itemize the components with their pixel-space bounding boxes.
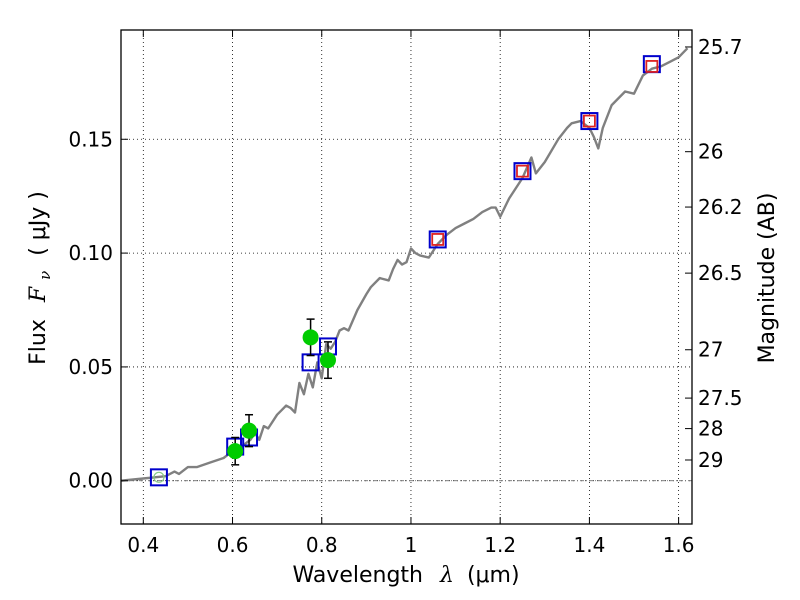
y-tick-label: 0.05 [68, 355, 113, 379]
y-axis-label: Flux F ν ( μJy ) [26, 191, 56, 365]
mag-tick-label: 28 [698, 417, 723, 441]
x-tick-label: 1 [405, 533, 418, 557]
model-square-point [513, 162, 532, 181]
observed-optical-point [302, 329, 319, 346]
plot-frame [120, 29, 693, 525]
mag-tick-label: 29 [698, 448, 723, 472]
x-tick-label: 0.8 [306, 533, 338, 557]
x-tick-label: 1.4 [573, 533, 605, 557]
observed-optical-point [227, 443, 244, 460]
observed-nir-point [516, 164, 529, 178]
y-tick-label: 0.10 [68, 241, 113, 265]
observed-optical-point [319, 352, 336, 369]
mag-tick-label: 26 [698, 140, 723, 164]
ticks: 0.4 0.6 0.8 1 1.2 1.4 1.6 0.00 0.05 0.10 0.15 25.7 2… [68, 30, 743, 557]
x-tick-label: 0.4 [127, 533, 159, 557]
x-tick-label: 1.6 [663, 533, 695, 557]
x-tick-label: 0.6 [217, 533, 249, 557]
faint-point [153, 471, 165, 483]
mag-tick-label: 27 [698, 338, 723, 362]
model-square-point [149, 468, 168, 487]
x-tick-label: 1.2 [484, 533, 516, 557]
observed-optical-point [241, 422, 258, 439]
sed-line [120, 47, 689, 482]
grid [121, 30, 692, 524]
marker-layer [149, 55, 661, 487]
observed-nir-point [645, 60, 659, 73]
y2-axis-label: Magnitude (AB) [755, 193, 780, 364]
mag-tick-label: 27.5 [698, 386, 743, 410]
mag-tick-label: 25.7 [698, 35, 743, 59]
sed-line-layer [120, 47, 689, 482]
mag-tick-label: 26.5 [698, 261, 743, 285]
y-tick-label: 0.15 [68, 127, 113, 151]
model-square-point [580, 112, 599, 131]
observed-nir-point [431, 233, 445, 246]
y-tick-label: 0.00 [68, 469, 113, 493]
observed-nir-point [582, 114, 596, 128]
mag-tick-label: 26.2 [698, 195, 743, 219]
model-square-point [428, 230, 447, 249]
x-axis-label: Wavelength λ (μm) [292, 563, 519, 588]
